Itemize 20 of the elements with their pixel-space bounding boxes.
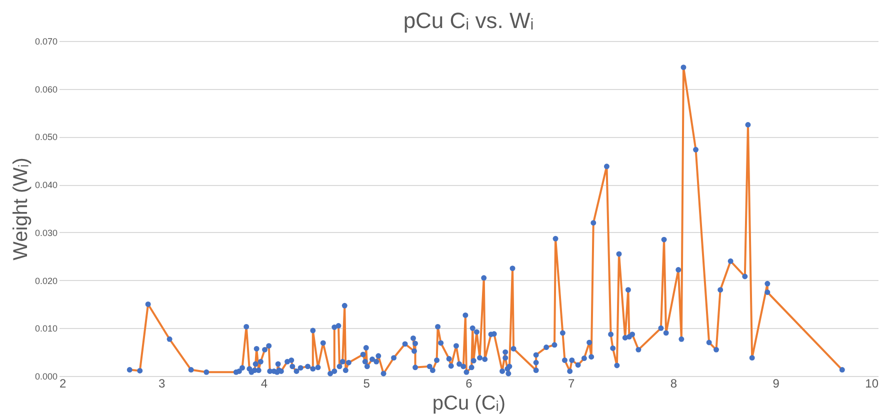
x-tick-label: 10 (865, 376, 879, 390)
x-tick-label: 9 (772, 376, 780, 390)
y-axis-title: Weight (Wᵢ) (10, 158, 32, 260)
y-tick-label: 0.000 (34, 372, 58, 382)
x-axis-title: pCu (Cᵢ) (432, 392, 506, 414)
chart-title: pCu Cᵢ vs. Wᵢ (403, 8, 534, 33)
x-tick-label: 8 (670, 376, 678, 390)
x-tick-label: 3 (158, 376, 166, 390)
y-tick-label: 0.070 (34, 36, 58, 46)
x-tick-label: 2 (60, 376, 66, 390)
y-tick-label: 0.060 (34, 84, 58, 94)
y-tick-label: 0.020 (34, 276, 58, 286)
y-tick-label: 0.010 (34, 324, 58, 334)
y-tick-label: 0.030 (34, 228, 58, 238)
x-tick-label: 5 (363, 376, 370, 390)
y-tick-label: 0.050 (34, 132, 58, 142)
x-tick-label: 4 (260, 376, 268, 390)
y-tick-label: 0.040 (34, 180, 58, 190)
x-tick-label: 7 (568, 376, 576, 390)
x-tick-label: 6 (466, 376, 473, 390)
